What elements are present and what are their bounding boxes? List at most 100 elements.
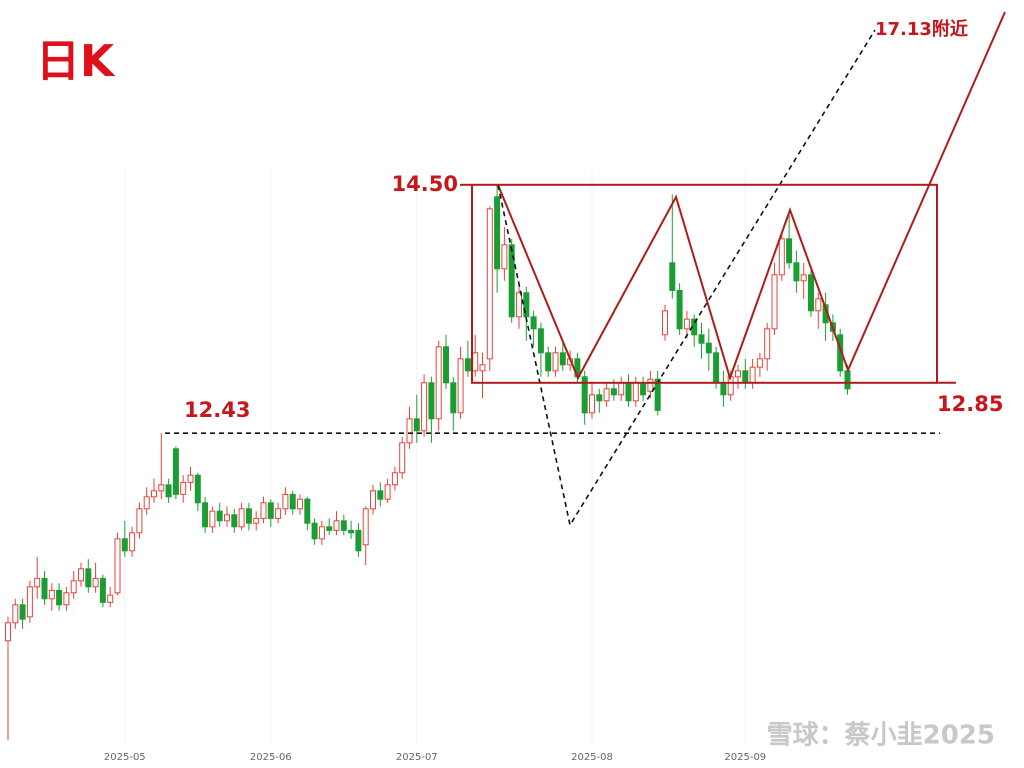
candle-body <box>618 382 625 396</box>
candle-body <box>683 318 690 330</box>
watermark: 雪球：蔡小韭2025 <box>767 721 995 751</box>
candle-body <box>304 498 311 524</box>
x-tick-label: 2025-07 <box>396 752 438 763</box>
candle-body <box>545 352 552 372</box>
candle-body <box>610 388 617 396</box>
candle-body <box>516 292 522 318</box>
candle-body <box>443 346 449 384</box>
candle-body <box>764 328 771 360</box>
candle-body <box>501 244 508 270</box>
candle-body <box>654 378 661 411</box>
candle-body <box>603 388 610 402</box>
candle-body <box>808 274 814 312</box>
candle-body <box>384 484 391 500</box>
candle-body <box>48 589 55 600</box>
candle-body <box>297 498 303 510</box>
candle-body <box>640 382 647 396</box>
candle-body <box>581 376 588 414</box>
candle-body <box>450 382 457 414</box>
candle-body <box>121 538 128 552</box>
candle-body <box>676 289 683 330</box>
candle-body <box>107 594 114 603</box>
candle-body <box>238 508 245 528</box>
candle-body <box>209 510 216 528</box>
candle-body <box>479 364 486 372</box>
candle-body <box>727 376 734 396</box>
candle-body <box>260 502 267 519</box>
candle-body <box>815 298 822 312</box>
chart-title: 日K <box>36 36 116 87</box>
candle-body <box>457 358 464 414</box>
candle-body <box>800 274 807 282</box>
candle-body <box>391 472 398 486</box>
candle-body <box>172 448 179 495</box>
x-tick-label: 2025-09 <box>724 752 766 763</box>
target-label: 17.13附近 <box>875 18 968 40</box>
candle-body <box>596 394 603 402</box>
candle-body <box>713 352 720 384</box>
candle-body <box>34 577 41 588</box>
level-label: 12.43 <box>184 398 250 422</box>
candle-body <box>421 382 428 432</box>
candle-body <box>486 208 493 360</box>
candle-body <box>698 334 705 344</box>
candle-body <box>224 514 230 522</box>
candle-body <box>362 508 369 546</box>
x-tick-label: 2025-06 <box>250 752 292 763</box>
background-grid: 2025-05 2025-06 2025-07 2025-08 2025-09 <box>104 170 766 763</box>
candle-body <box>12 604 19 624</box>
candle-body <box>348 529 355 534</box>
candle-body <box>494 196 501 270</box>
candle-body <box>428 382 435 420</box>
candle-body <box>662 310 668 336</box>
candle-body <box>370 490 376 510</box>
level-label: 12.85 <box>937 392 1003 416</box>
candle-body <box>267 502 274 519</box>
candle-body <box>282 493 289 510</box>
candle-body <box>742 370 749 384</box>
candle-body <box>216 510 223 522</box>
candle-body <box>245 508 252 524</box>
candle-body <box>377 490 384 500</box>
candle-body <box>523 292 530 318</box>
candle-body <box>735 370 741 378</box>
candle-body <box>26 586 33 618</box>
candle-body <box>136 508 143 534</box>
candle-body <box>78 568 84 582</box>
candle-body <box>705 342 712 354</box>
candle-body <box>669 262 676 291</box>
candle-body <box>253 517 260 524</box>
candle-body <box>180 481 187 495</box>
candle-body <box>275 508 282 519</box>
candle-body <box>231 514 238 528</box>
projection-line <box>497 29 876 528</box>
candle-body <box>530 316 537 330</box>
candle-body <box>311 522 318 540</box>
candles <box>5 184 851 741</box>
candle-body <box>720 382 727 396</box>
candle-body <box>771 274 778 330</box>
candle-body <box>333 520 340 531</box>
range-box <box>471 183 938 384</box>
candle-body <box>355 529 362 552</box>
candle-body <box>778 238 785 276</box>
candle-body <box>158 484 165 492</box>
candle-body <box>399 442 406 474</box>
candle-body <box>151 490 157 498</box>
candle-body <box>202 502 209 528</box>
candle-body <box>326 526 333 531</box>
candle-body <box>844 370 851 390</box>
candle-body <box>559 352 566 366</box>
candle-body <box>56 589 63 606</box>
candle-body <box>508 244 515 318</box>
candle-body <box>114 538 121 594</box>
candle-body <box>537 328 544 354</box>
x-tick-label: 2025-08 <box>571 752 613 763</box>
candle-body <box>289 493 296 510</box>
candle-body <box>472 352 479 372</box>
annotations: 14.50 12.85 12.43 <box>165 11 1006 528</box>
candle-body <box>318 526 325 540</box>
candle-body <box>99 577 106 603</box>
candle-body <box>435 346 442 420</box>
